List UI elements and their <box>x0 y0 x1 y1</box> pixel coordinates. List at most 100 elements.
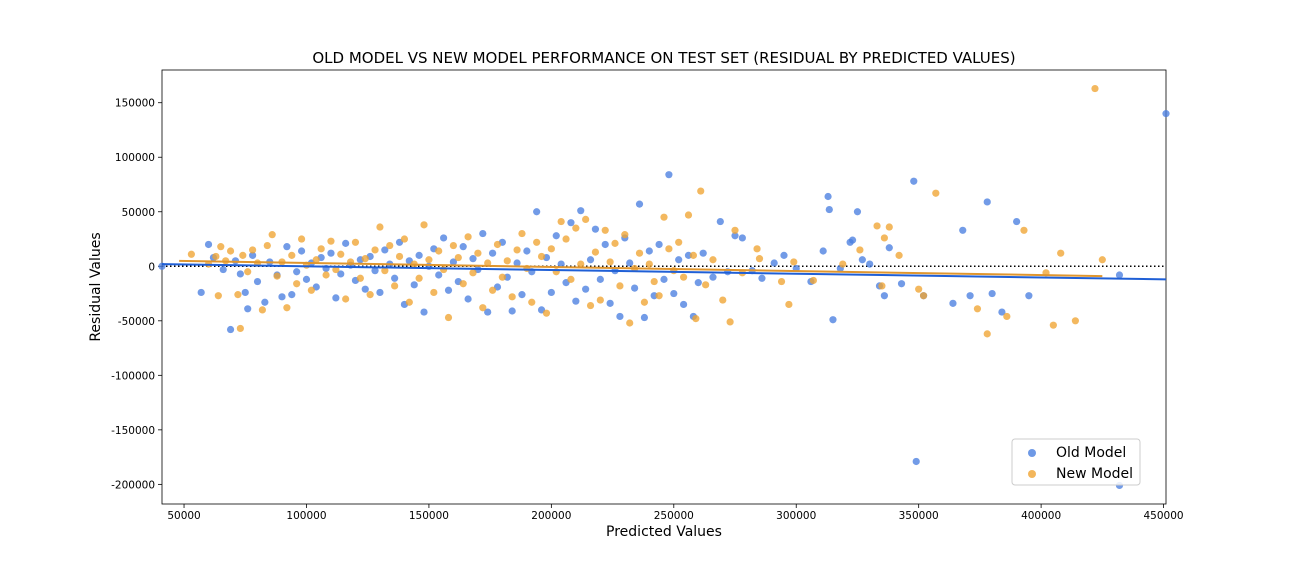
data-point-new-model <box>236 324 244 333</box>
data-point-new-model <box>464 233 472 241</box>
data-point-old-model <box>523 247 531 255</box>
data-point-new-model <box>376 223 384 231</box>
data-point-new-model <box>405 298 413 306</box>
data-point-new-model <box>557 217 565 226</box>
data-point-old-model <box>572 297 580 305</box>
data-point-old-model <box>780 251 788 259</box>
data-point-old-model <box>567 219 575 227</box>
data-point-new-model <box>650 277 658 286</box>
data-point-old-model <box>601 240 609 249</box>
data-point-new-model <box>187 250 195 258</box>
data-point-new-model <box>885 223 893 231</box>
data-point-new-model <box>1003 312 1011 321</box>
data-point-new-model <box>660 213 668 221</box>
y-tick-label: 100000 <box>115 152 155 164</box>
data-point-old-model <box>508 307 516 315</box>
data-point-new-model <box>454 253 462 262</box>
data-point-new-model <box>880 234 888 242</box>
data-point-old-model <box>626 259 634 267</box>
data-point-new-model <box>435 247 443 255</box>
x-tick-label: 100000 <box>286 510 326 522</box>
data-point-old-model <box>670 289 678 298</box>
data-point-old-model <box>853 208 862 216</box>
data-point-new-model <box>973 305 982 313</box>
data-point-new-model <box>268 231 276 239</box>
data-point-old-model <box>1025 292 1033 300</box>
data-point-old-model <box>518 291 526 299</box>
data-point-new-model <box>709 256 717 264</box>
data-point-old-model <box>577 207 585 215</box>
x-tick-label: 450000 <box>1144 510 1184 522</box>
data-point-old-model <box>616 312 624 321</box>
data-point-new-model <box>731 226 739 234</box>
x-axis: 50000 100000 150000 200000 250000 300000 35000… <box>167 504 1184 522</box>
data-point-new-model <box>1071 317 1079 325</box>
data-point-old-model <box>547 288 555 297</box>
data-point-new-model <box>983 330 991 338</box>
data-point-new-model <box>297 235 306 243</box>
data-point-new-model <box>212 252 220 261</box>
data-point-old-model <box>998 308 1006 316</box>
data-point-old-model <box>897 280 906 288</box>
data-point-old-model <box>420 308 428 316</box>
data-point-new-model <box>488 286 497 294</box>
legend-label-old-model: Old Model <box>1056 445 1126 461</box>
data-point-new-model <box>371 246 379 254</box>
data-point-new-model <box>702 281 710 289</box>
data-point-old-model <box>226 325 235 334</box>
data-point-old-model <box>988 289 996 298</box>
data-point-old-model <box>660 275 668 283</box>
data-point-old-model <box>738 234 746 242</box>
data-point-old-model <box>731 232 739 240</box>
data-point-new-model <box>459 280 467 288</box>
data-point-new-model <box>626 319 634 327</box>
data-point-new-model <box>234 291 242 299</box>
data-point-old-model <box>249 251 257 259</box>
data-point-new-model <box>719 296 727 304</box>
data-point-new-model <box>244 268 252 276</box>
data-point-old-model <box>606 299 614 307</box>
data-point-new-model <box>1091 84 1099 93</box>
data-point-new-model <box>217 243 225 251</box>
data-point-old-model <box>1162 110 1170 118</box>
data-point-new-model <box>596 296 604 304</box>
data-point-new-model <box>572 224 580 232</box>
data-point-new-model <box>226 247 235 255</box>
data-point-new-model <box>665 245 673 253</box>
data-point-new-model <box>239 251 247 259</box>
data-point-new-model <box>777 277 786 286</box>
data-point-new-model <box>312 256 320 264</box>
x-tick-label: 300000 <box>776 510 816 522</box>
data-point-new-model <box>567 275 575 283</box>
data-point-new-model <box>932 189 940 197</box>
fit-line-new-model <box>179 259 1103 278</box>
data-point-new-model <box>655 292 663 300</box>
data-point-new-model <box>518 229 526 238</box>
data-point-old-model <box>479 229 487 238</box>
data-point-old-model <box>596 275 604 283</box>
data-point-old-model <box>464 295 472 303</box>
data-point-old-model <box>679 300 688 309</box>
data-point-new-model <box>474 249 482 257</box>
data-point-new-model <box>873 222 881 230</box>
data-point-old-model <box>204 240 213 249</box>
data-point-new-model <box>342 295 350 303</box>
data-point-new-model <box>528 298 536 306</box>
x-tick-label: 50000 <box>167 510 200 522</box>
y-tick-label: -50000 <box>118 316 155 328</box>
data-point-new-model <box>508 293 516 301</box>
data-point-old-model <box>770 259 778 267</box>
data-point-old-model <box>631 284 639 292</box>
data-point-new-model <box>440 265 448 274</box>
data-point-old-model <box>557 260 565 268</box>
data-point-new-model <box>361 255 369 263</box>
data-point-old-model <box>709 273 717 281</box>
y-tick-label: -200000 <box>111 479 155 491</box>
data-point-old-model <box>197 288 205 297</box>
data-point-old-model <box>488 249 497 257</box>
data-point-old-model <box>582 285 590 293</box>
data-point-new-model <box>249 246 257 254</box>
data-point-old-model <box>858 256 866 264</box>
